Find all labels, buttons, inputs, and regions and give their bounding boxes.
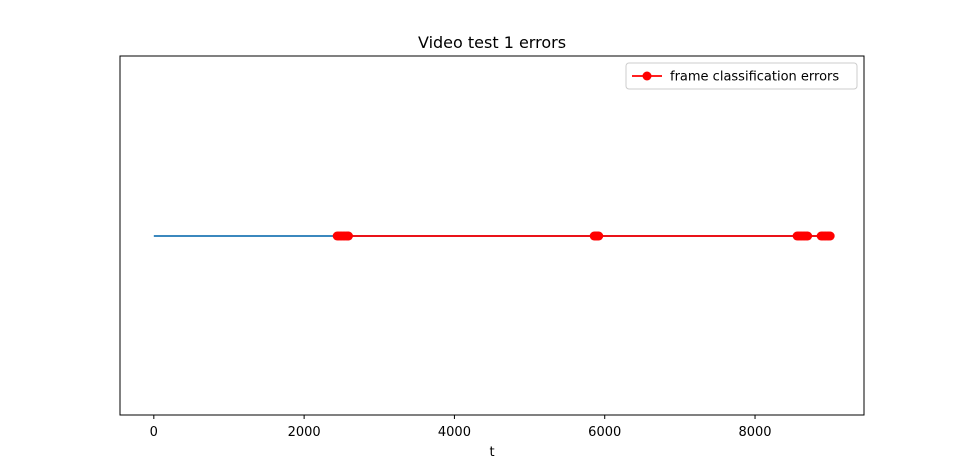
x-tick-label: 8000 bbox=[738, 425, 771, 440]
x-axis: 0 2000 4000 6000 8000 bbox=[150, 415, 772, 440]
legend-marker bbox=[642, 71, 652, 81]
x-tick-label: 0 bbox=[150, 425, 158, 440]
x-tick-label: 4000 bbox=[438, 425, 471, 440]
x-tick-label: 2000 bbox=[288, 425, 321, 440]
error-point bbox=[343, 231, 353, 241]
legend-entry-frame-classification-errors: frame classification errors bbox=[670, 70, 839, 85]
legend: frame classification errors bbox=[625, 62, 858, 90]
plot-frame bbox=[119, 55, 865, 416]
error-point bbox=[825, 231, 835, 241]
error-point bbox=[803, 231, 813, 241]
plot-area bbox=[153, 231, 835, 241]
x-axis-label: t bbox=[489, 445, 494, 460]
error-point bbox=[594, 231, 604, 241]
chart-title: Video test 1 errors bbox=[418, 33, 566, 52]
x-tick-label: 6000 bbox=[588, 425, 621, 440]
legend-box bbox=[625, 62, 858, 90]
